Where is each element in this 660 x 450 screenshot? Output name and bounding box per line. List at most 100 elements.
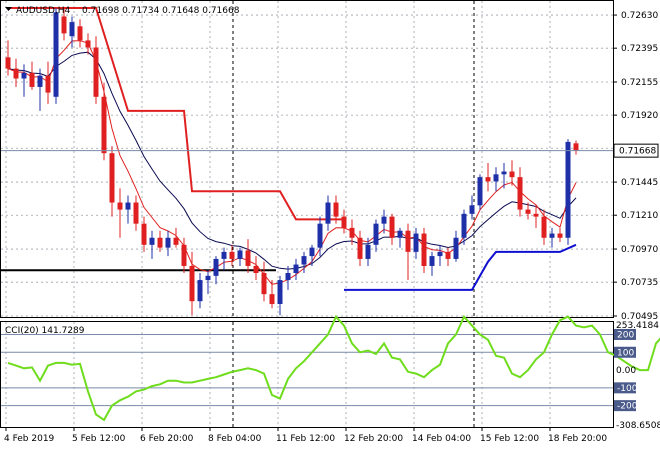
candle-body <box>165 237 171 248</box>
candle-body <box>205 275 211 281</box>
candle-body <box>317 223 323 248</box>
candle-body <box>333 202 339 217</box>
candle-body <box>349 227 355 238</box>
cci-level-label: 200 <box>617 330 634 340</box>
candle-body <box>341 216 347 228</box>
candle-body <box>453 237 459 259</box>
candle <box>141 216 147 252</box>
candle-body <box>461 213 467 238</box>
candle-body <box>509 171 515 178</box>
candle-body <box>573 143 579 151</box>
current-price-tag: 0.71668 <box>613 143 659 158</box>
candle <box>253 256 259 281</box>
price-tick-label: 0.70495 <box>621 312 658 322</box>
candle <box>173 227 179 248</box>
candle <box>365 237 371 266</box>
price-tick-label: 0.72395 <box>621 44 658 54</box>
time-tick-label: 15 Feb 12:00 <box>480 434 539 444</box>
candle-body <box>541 216 547 238</box>
candle <box>285 265 291 290</box>
candle <box>309 244 315 266</box>
candle <box>189 251 195 316</box>
candle <box>269 280 275 309</box>
candle <box>53 8 59 104</box>
candle-body <box>261 273 267 295</box>
candle-body <box>565 141 571 238</box>
candle <box>389 213 395 245</box>
candle-body <box>357 237 363 259</box>
candle-body <box>229 251 235 259</box>
candle <box>293 258 299 281</box>
candle-body <box>245 250 251 266</box>
candle-body <box>173 237 179 245</box>
time-tick-label: 6 Feb 20:00 <box>140 434 194 444</box>
fast-moving-average <box>7 40 577 285</box>
time-tick-label: 5 Feb 12:00 <box>72 434 126 444</box>
candle <box>485 163 491 192</box>
moving-averages <box>7 40 577 285</box>
candle <box>477 174 483 210</box>
candle-body <box>549 233 555 238</box>
candle <box>149 230 155 259</box>
candle <box>373 219 379 252</box>
candle-body <box>189 265 195 302</box>
candle-body <box>181 244 187 266</box>
candle <box>133 195 139 231</box>
candle <box>565 139 571 245</box>
candle-body <box>269 294 275 305</box>
candle <box>381 209 387 234</box>
candle <box>357 230 363 266</box>
candle-body <box>141 223 147 245</box>
candlesticks <box>5 8 579 316</box>
candle <box>301 251 307 274</box>
candle-body <box>477 177 483 206</box>
candle <box>229 244 235 266</box>
candle <box>405 223 411 281</box>
candle-body <box>469 205 475 214</box>
candle <box>109 146 115 217</box>
price-tick-label: 0.72155 <box>621 78 658 88</box>
cci-level-badge <box>614 382 636 394</box>
candle-body <box>237 250 243 259</box>
time-tick-label: 18 Feb 20:00 <box>548 434 607 444</box>
candle <box>93 36 99 104</box>
chevron-down-icon[interactable] <box>5 7 12 11</box>
time-tick-label: 14 Feb 04:00 <box>412 434 471 444</box>
candle-body <box>253 265 259 274</box>
candle <box>181 237 187 274</box>
cci-level-label: 100 <box>617 348 634 358</box>
candle-body <box>69 22 75 37</box>
candle-body <box>125 202 131 210</box>
candle-body <box>149 237 155 245</box>
candle <box>165 230 171 257</box>
price-axis: 0.726300.723950.721550.719200.716850.714… <box>613 11 658 322</box>
chart-header: AUDUSD,H4 0.71698 0.71734 0.71648 0.7166… <box>5 6 240 16</box>
candle <box>517 167 523 217</box>
candle <box>541 209 547 245</box>
candle <box>205 270 211 295</box>
price-tick-label: 0.70735 <box>621 278 658 288</box>
time-tick-label: 12 Feb 20:00 <box>344 434 403 444</box>
cci-level-lines <box>1 333 613 407</box>
candle-body <box>413 233 419 252</box>
candle-body <box>13 68 19 79</box>
candle <box>69 16 75 48</box>
candle <box>277 275 283 316</box>
cci-tick-label: -308.6508 <box>616 421 660 431</box>
candle-body <box>429 256 435 266</box>
cci-panel-frame <box>0 321 614 428</box>
candle <box>317 216 323 257</box>
current-price-text: 0.71668 <box>619 147 656 157</box>
candle <box>221 247 227 271</box>
candle-body <box>277 280 283 305</box>
candle-body <box>437 251 443 257</box>
candle-body <box>517 177 523 210</box>
candle <box>341 209 347 234</box>
candle-body <box>157 237 163 248</box>
candle <box>101 82 107 161</box>
time-axis: 4 Feb 2019 5 Feb 12:00 6 Feb 20:00 8 Feb 04… <box>4 427 607 444</box>
cci-level-badge <box>614 328 636 340</box>
candle <box>29 61 35 90</box>
